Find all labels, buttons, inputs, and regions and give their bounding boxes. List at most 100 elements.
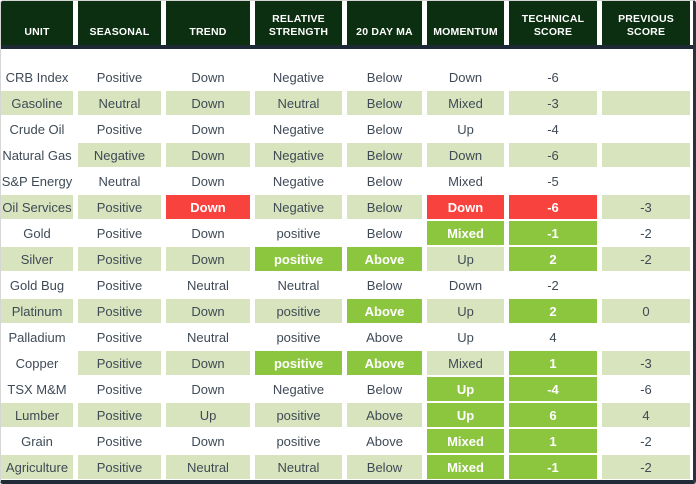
table-cell: -6 <box>509 195 597 219</box>
table-cell: Below <box>347 455 422 479</box>
table-cell: -6 <box>509 65 597 89</box>
table-cell: Down <box>166 377 250 401</box>
table-cell <box>602 65 690 89</box>
header-divider <box>1 45 693 49</box>
table-cell: Negative <box>255 65 342 89</box>
table-cell: Above <box>347 429 422 453</box>
table-cell: -2 <box>602 221 690 245</box>
table-cell: Mixed <box>427 169 504 193</box>
table-cell: Up <box>427 117 504 141</box>
table-cell: Positive <box>78 455 161 479</box>
table-cell: Below <box>347 91 422 115</box>
table-cell: -1 <box>509 455 597 479</box>
row-label: Agriculture <box>1 455 73 479</box>
column-header-previous-score: PREVIOUS SCORE <box>602 1 690 45</box>
table-cell <box>602 143 690 167</box>
table-cell: -6 <box>602 377 690 401</box>
table-cell: Positive <box>78 273 161 297</box>
table-cell: -3 <box>602 195 690 219</box>
table-cell: positive <box>255 351 342 375</box>
table-cell: positive <box>255 403 342 427</box>
table-cell: 4 <box>509 325 597 349</box>
table-cell: Up <box>427 403 504 427</box>
table-cell: Below <box>347 221 422 245</box>
table-cell: Neutral <box>166 273 250 297</box>
table-cell: 0 <box>602 299 690 323</box>
table-cell: Down <box>166 169 250 193</box>
row-label: CRB Index <box>1 65 73 89</box>
table-cell: Mixed <box>427 351 504 375</box>
row-label: Natural Gas <box>1 143 73 167</box>
table-cell <box>602 117 690 141</box>
table-cell: positive <box>255 429 342 453</box>
column-header-20-day-ma: 20 DAY MA <box>347 1 422 45</box>
table-cell: 1 <box>509 351 597 375</box>
table-cell: Positive <box>78 299 161 323</box>
table-cell: Mixed <box>427 429 504 453</box>
table-cell: 6 <box>509 403 597 427</box>
table-cell: Positive <box>78 247 161 271</box>
table-cell: Positive <box>78 403 161 427</box>
table-cell: 1 <box>509 429 597 453</box>
table-cell: 4 <box>602 403 690 427</box>
row-label: S&P Energy <box>1 169 73 193</box>
table-cell: -5 <box>509 169 597 193</box>
table-cell: Positive <box>78 65 161 89</box>
table-cell: positive <box>255 247 342 271</box>
table-cell <box>602 273 690 297</box>
table-cell: Up <box>427 325 504 349</box>
column-header-trend: TREND <box>166 1 250 45</box>
table-cell: Down <box>166 117 250 141</box>
table-cell <box>602 169 690 193</box>
row-label: TSX M&M <box>1 377 73 401</box>
table-cell: Positive <box>78 377 161 401</box>
table-cell: Neutral <box>255 455 342 479</box>
table-cell <box>602 325 690 349</box>
table-header: UNIT SEASONAL TREND RELATIVE STRENGTH 20 DAY… <box>1 1 693 45</box>
row-label: Crude Oil <box>1 117 73 141</box>
table-cell: Negative <box>78 143 161 167</box>
table-cell: Above <box>347 299 422 323</box>
table-cell: -4 <box>509 117 597 141</box>
table-cell: Down <box>166 299 250 323</box>
row-label: Platinum <box>1 299 73 323</box>
table-cell: Above <box>347 247 422 271</box>
table-cell: Up <box>427 299 504 323</box>
table-cell: Positive <box>78 221 161 245</box>
table-cell: -1 <box>509 221 597 245</box>
table-cell: Down <box>427 195 504 219</box>
table-cell: Below <box>347 65 422 89</box>
table-cell: Neutral <box>255 91 342 115</box>
table-cell: positive <box>255 299 342 323</box>
table-cell: Down <box>166 65 250 89</box>
table-cell: Up <box>166 403 250 427</box>
row-label: Grain <box>1 429 73 453</box>
table-cell: Down <box>166 247 250 271</box>
row-label: Palladium <box>1 325 73 349</box>
table-cell: Negative <box>255 195 342 219</box>
table-cell: Neutral <box>166 325 250 349</box>
row-label: Silver <box>1 247 73 271</box>
table-cell: Below <box>347 143 422 167</box>
table-cell: 2 <box>509 247 597 271</box>
column-header-momentum: MOMENTUM <box>427 1 504 45</box>
table-cell: Neutral <box>78 169 161 193</box>
table-cell: Mixed <box>427 455 504 479</box>
table-cell: Below <box>347 273 422 297</box>
table-cell: Above <box>347 351 422 375</box>
table-cell: Up <box>427 247 504 271</box>
table-cell: Down <box>166 143 250 167</box>
table-cell: Down <box>166 351 250 375</box>
table-cell: positive <box>255 221 342 245</box>
table-cell: Negative <box>255 377 342 401</box>
table-cell: -3 <box>602 351 690 375</box>
column-header-unit: UNIT <box>1 1 73 45</box>
table-cell: Neutral <box>78 91 161 115</box>
table-cell: Negative <box>255 117 342 141</box>
table-cell: -2 <box>509 273 597 297</box>
table-cell: Positive <box>78 325 161 349</box>
table-cell: Down <box>427 65 504 89</box>
table-cell: -6 <box>509 143 597 167</box>
table-cell: Down <box>166 429 250 453</box>
